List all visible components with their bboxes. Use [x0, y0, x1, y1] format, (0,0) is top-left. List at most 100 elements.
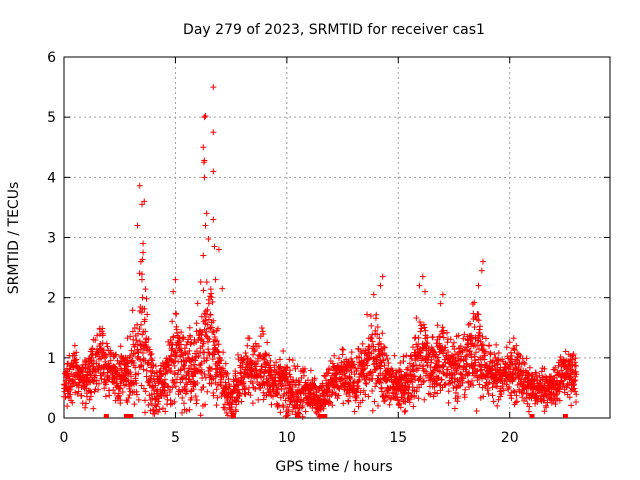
data-point [181, 365, 188, 372]
data-point [301, 372, 308, 379]
data-point [381, 344, 388, 351]
data-point [244, 342, 251, 349]
data-point [242, 391, 249, 398]
data-point [274, 391, 281, 398]
data-point [470, 343, 477, 350]
data-point [326, 366, 333, 373]
data-point [212, 366, 219, 373]
data-point [214, 381, 221, 388]
data-point [340, 346, 347, 353]
data-point [206, 293, 213, 300]
data-point [145, 335, 152, 342]
data-point [90, 405, 97, 412]
data-point [412, 376, 419, 383]
data-point [172, 276, 179, 283]
data-point [365, 393, 372, 400]
data-point [212, 276, 219, 283]
data-point [128, 347, 135, 354]
data-point [89, 378, 96, 385]
data-point [95, 386, 102, 393]
data-point [200, 384, 207, 391]
data-point [461, 331, 468, 338]
data-point [139, 276, 145, 283]
data-point [302, 390, 309, 397]
data-point [75, 388, 82, 395]
data-point [237, 369, 244, 376]
data-point [350, 361, 357, 368]
data-point [367, 354, 374, 361]
zero-marker [295, 414, 301, 418]
data-point [348, 369, 355, 376]
data-point [513, 392, 520, 399]
data-point [453, 369, 460, 376]
data-point [140, 240, 147, 247]
data-point [208, 294, 215, 301]
data-point [148, 350, 155, 357]
data-point [140, 366, 147, 373]
data-point [412, 334, 419, 341]
data-point [481, 356, 488, 363]
data-point [161, 376, 168, 383]
data-point [131, 401, 138, 408]
data-point [396, 367, 403, 374]
data-points [61, 84, 580, 420]
data-point [72, 389, 79, 396]
data-point [178, 351, 185, 358]
data-point [210, 317, 217, 324]
data-point [176, 335, 183, 342]
data-point [331, 352, 338, 359]
data-point [526, 372, 533, 379]
data-point [249, 400, 256, 407]
data-point [552, 392, 559, 399]
data-point [475, 311, 482, 318]
data-point [439, 291, 446, 298]
data-point [376, 335, 383, 342]
data-point [73, 349, 80, 356]
data-point [379, 273, 386, 280]
data-point [408, 355, 415, 362]
data-point [359, 397, 366, 404]
data-point [492, 374, 499, 381]
data-point [148, 355, 155, 362]
data-point [454, 393, 461, 400]
data-point [449, 343, 456, 350]
data-point [423, 368, 430, 375]
data-point [541, 408, 548, 415]
data-point [437, 333, 444, 340]
data-point [455, 332, 462, 339]
y-tick-label: 5 [47, 110, 56, 126]
data-point [203, 328, 210, 335]
data-point [222, 379, 229, 386]
data-point [469, 301, 476, 308]
data-point [513, 398, 520, 405]
data-point [134, 355, 141, 362]
data-point [378, 388, 385, 395]
data-point [184, 351, 191, 358]
data-point [510, 335, 517, 342]
data-point [457, 343, 464, 350]
x-tick-label: 0 [60, 430, 69, 446]
data-point [406, 399, 413, 406]
data-point [169, 318, 176, 325]
data-point [259, 363, 266, 370]
data-point [244, 355, 251, 362]
x-tick-label: 15 [389, 430, 407, 446]
data-point [194, 380, 201, 387]
data-point [508, 352, 515, 359]
y-tick-label: 2 [47, 291, 56, 307]
data-point [325, 370, 332, 377]
data-point [571, 359, 578, 366]
data-point [373, 311, 380, 318]
data-point [368, 335, 375, 342]
data-point [415, 395, 422, 402]
data-point [252, 340, 259, 347]
data-point [503, 344, 510, 351]
data-point [519, 394, 526, 401]
data-point [573, 391, 580, 398]
data-point [179, 394, 186, 401]
data-point [468, 377, 475, 384]
data-point [145, 401, 152, 408]
data-point [417, 328, 424, 335]
data-point [135, 349, 142, 356]
data-point [421, 396, 428, 403]
